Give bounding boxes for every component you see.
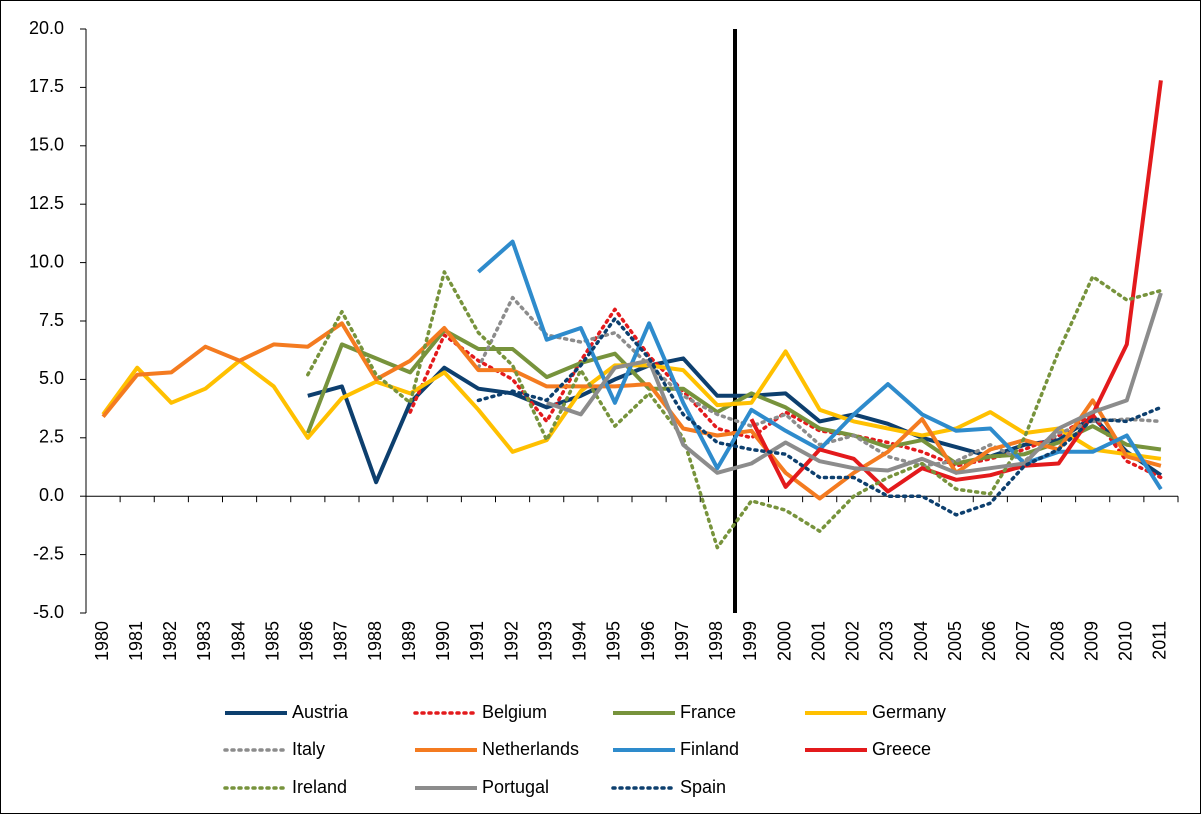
series-line [101,321,1162,501]
x-tick-label: 1992 [501,621,521,661]
x-tick-label: 2009 [1081,621,1101,661]
y-tick-label: -2.5 [33,543,64,563]
x-tick-label: 2000 [774,621,794,661]
x-tick-label: 1999 [740,621,760,661]
legend-label: Netherlands [482,739,579,759]
legend-label: Portugal [482,777,549,797]
x-tick-label: 1984 [228,621,248,661]
x-tick-label: 2004 [911,621,931,661]
x-tick-label: 1988 [365,621,385,661]
x-tick-label: 2002 [843,621,863,661]
legend-label: Italy [292,739,325,759]
y-tick-label: 15.0 [29,135,64,155]
legend-label: Germany [872,702,946,722]
series-line [476,316,1163,517]
y-tick-label: 12.5 [29,193,64,213]
x-tick-label: 1982 [160,621,180,661]
y-tick-label: 20.0 [29,18,64,38]
x-tick-label: 1983 [194,621,214,661]
y-tick-label: 10.0 [29,251,64,271]
x-tick-label: 1995 [604,621,624,661]
y-tick-label: -5.0 [33,602,64,622]
x-tick-label: 1998 [706,621,726,661]
legend-label: Finland [680,739,739,759]
x-tick-label: 2005 [945,621,965,661]
series-line [749,80,1163,494]
y-tick-label: 7.5 [39,310,64,330]
legend-label: Spain [680,777,726,797]
x-tick-label: 1989 [399,621,419,661]
y-tick-label: 17.5 [29,76,64,96]
legend-label: Greece [872,739,931,759]
x-tick-label: 2011 [1150,621,1170,660]
legend-label: Ireland [292,777,347,797]
x-tick-label: 1997 [672,621,692,661]
x-tick-label: 1990 [433,621,453,661]
x-tick-label: 1985 [262,621,282,661]
x-tick-label: 2010 [1116,621,1136,661]
x-tick-label: 1986 [297,621,317,661]
y-tick-label: 0.0 [39,485,64,505]
x-tick-label: 1980 [92,621,112,661]
x-tick-label: 2001 [808,621,828,661]
y-tick-label: 2.5 [39,427,64,447]
x-tick-label: 1994 [570,621,590,661]
legend-label: France [680,702,736,722]
x-tick-label: 1993 [535,621,555,661]
legend-label: Belgium [482,702,547,722]
x-tick-label: 1996 [638,621,658,661]
y-tick-label: 5.0 [39,368,64,388]
x-tick-label: 2006 [979,621,999,661]
legend-label: Austria [292,702,349,722]
x-tick-label: 2003 [877,621,897,661]
x-tick-label: 2007 [1013,621,1033,661]
x-tick-label: 1991 [467,621,487,661]
series-line [306,270,1163,550]
x-tick-label: 2008 [1047,621,1067,661]
x-tick-label: 1987 [331,621,351,661]
x-tick-label: 1981 [126,621,146,661]
